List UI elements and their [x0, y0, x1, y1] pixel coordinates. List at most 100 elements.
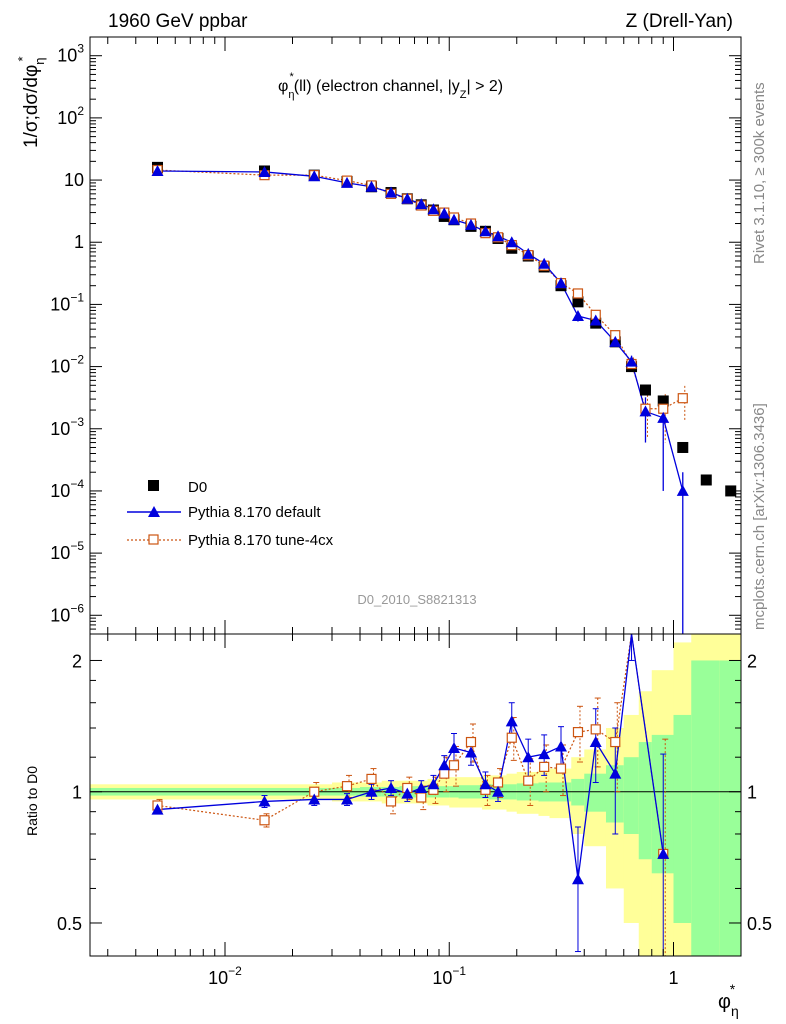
default-ratio-point [657, 847, 670, 859]
header-left: 1960 GeV ppbar [108, 11, 248, 32]
ratio-bands [90, 634, 742, 956]
x-tick-label: 10−2 [208, 964, 242, 988]
default-point [571, 310, 584, 322]
default-point [401, 192, 414, 204]
default-ratio-point [554, 740, 567, 752]
default-ratio-point [415, 781, 428, 793]
default-point [538, 257, 551, 269]
default-ratio-point [538, 748, 551, 760]
default-ratio-point [151, 803, 164, 815]
y-tick-label: 10−5 [50, 539, 84, 563]
default-point [464, 218, 477, 230]
band-stat [691, 660, 720, 956]
tune4cx-ratio-point [341, 781, 353, 792]
ratio-y-label: Ratio to D0 [24, 766, 40, 836]
band-stat [638, 742, 653, 860]
default-point [308, 170, 321, 182]
header-right: Z (Drell-Yan) [626, 11, 733, 32]
x-tick-label: 10−1 [432, 964, 466, 988]
ratio-y-tick-label-right: 2 [747, 651, 757, 671]
default-point [448, 213, 461, 225]
y-tick-label: 10−1 [50, 290, 84, 314]
default-ratio-point [438, 759, 451, 771]
tune4cx-ratio-point [439, 768, 450, 779]
tune4cx-ratio-point [506, 732, 517, 743]
default-point [365, 180, 378, 192]
ratio-plot-frame [89, 633, 742, 957]
y-tick-label: 10−3 [50, 415, 84, 439]
default-point [385, 186, 398, 198]
default-point [639, 405, 652, 417]
y-tick-label: 10−6 [50, 601, 84, 625]
band-stat [673, 714, 692, 923]
default-ratio-point [427, 778, 440, 790]
legend-marker-d0 [148, 480, 159, 491]
tune4cx-ratio-point [572, 727, 584, 738]
y-tick-label: 1 [74, 232, 84, 252]
ratio-y-tick-label: 2 [72, 651, 82, 671]
ratio-axes: 10−2 10−1 1 0.5 0.5 1 1 2 2 [57, 634, 772, 988]
default-ratio-point [492, 785, 505, 797]
default-ratio-point [505, 715, 518, 727]
default-point [258, 165, 271, 177]
default-ratio-point [365, 785, 378, 797]
default-ratio-point [448, 741, 461, 753]
default-point [522, 247, 535, 259]
x-axis-label: φη* [718, 981, 739, 1019]
default-point [438, 207, 451, 219]
tune4cx-ratio-point [385, 796, 397, 807]
y-tick-label: 10−4 [50, 477, 84, 501]
ratio-y-tick-label: 1 [72, 783, 82, 803]
d0-point [572, 296, 584, 308]
default-point [625, 355, 638, 367]
default-point [427, 203, 440, 215]
default-ratio-point [609, 767, 622, 779]
legend-marker-tune4cx [148, 534, 159, 545]
rivet-label: Rivet 3.1.10, ≥ 300k events [751, 82, 768, 264]
legend-label-d0: D0 [188, 479, 207, 496]
default-ratio-point [589, 736, 602, 748]
tune4cx-ratio-point [590, 724, 601, 735]
default-ratio-point [341, 793, 354, 805]
tune4cx-point [572, 288, 584, 299]
default-point [657, 411, 670, 423]
d0-point [677, 441, 689, 453]
main-plot-marks [151, 161, 737, 634]
default-line [157, 170, 684, 492]
tune4cx-ratio-point [259, 815, 270, 826]
default-ratio-point [571, 873, 584, 885]
d0-point [657, 395, 669, 407]
legend-label-tune4cx: Pythia 8.170 tune-4cx [188, 532, 334, 549]
default-point [505, 236, 518, 248]
tune4cx-ratio-point [523, 775, 534, 786]
band-stat [623, 757, 640, 834]
default-point [554, 277, 567, 289]
y-tick-label: 102 [57, 104, 84, 128]
tune4cx-ratio-point [448, 760, 460, 771]
default-point [151, 164, 164, 176]
y-tick-label: 10 [64, 170, 84, 190]
default-ratio-point [522, 751, 535, 763]
tune4cx-ratio-point [539, 761, 550, 773]
ratio-plot-marks [151, 633, 670, 956]
tune4cx-ratio-point [465, 736, 477, 748]
default-point [589, 314, 602, 326]
main-title: φη*(ll) (electron channel, |yZ| > 2) [278, 71, 503, 101]
y-tick-label: 10−2 [50, 353, 84, 377]
band-stat [719, 660, 742, 956]
d0-point [700, 474, 712, 486]
default-point [609, 335, 622, 347]
default-point [415, 198, 428, 210]
legend-label-default: Pythia 8.170 default [188, 504, 321, 521]
default-ratio-point [258, 795, 271, 807]
default-ratio-point [464, 746, 477, 758]
default-point [676, 484, 689, 496]
mcplots-label: mcplots.cern.ch [arXiv:1306.3436] [751, 403, 768, 630]
tune4cx-ratio-point [416, 792, 427, 803]
main-y-label: 1/σ;dσ/dφη* [15, 56, 47, 148]
analysis-watermark: D0_2010_S8821313 [357, 592, 476, 607]
tune4cx-ratio-point [555, 763, 567, 774]
default-ratio-point [308, 793, 321, 805]
default-ratio-point [479, 778, 492, 790]
